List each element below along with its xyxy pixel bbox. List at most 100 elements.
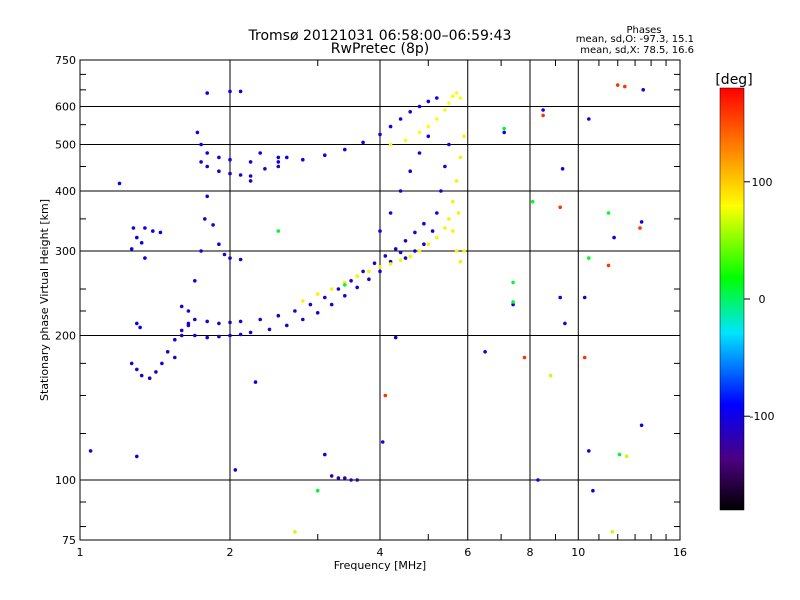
data-point [143, 226, 147, 230]
y-tick-label: 200 [55, 330, 76, 343]
data-point [638, 226, 642, 230]
data-point [138, 325, 142, 330]
data-point [173, 337, 177, 342]
y-tick-label: 75 [62, 534, 76, 547]
data-point [447, 101, 451, 105]
data-point [355, 274, 360, 278]
data-point [228, 320, 232, 325]
data-point [403, 138, 408, 143]
data-point [458, 96, 463, 100]
x-tick-label: 6 [464, 546, 471, 559]
data-point [623, 84, 627, 89]
data-point [403, 239, 408, 243]
data-point [238, 89, 243, 94]
data-point [591, 488, 595, 493]
data-point [355, 285, 360, 290]
data-point [388, 262, 393, 266]
data-point [451, 199, 455, 204]
data-point [511, 280, 515, 285]
data-point [154, 370, 158, 374]
data-point [393, 247, 398, 251]
data-point [388, 124, 393, 129]
data-point [228, 256, 232, 260]
data-point [462, 134, 466, 139]
colorbar-label: [deg] [715, 72, 752, 88]
data-point [458, 155, 463, 160]
data-point [641, 88, 645, 92]
data-point [582, 295, 587, 300]
data-point [548, 373, 553, 378]
data-point [238, 319, 243, 324]
data-point [205, 164, 209, 169]
data-point [285, 323, 289, 328]
colorbar-tick-label: 100 [752, 176, 773, 189]
data-point [536, 478, 540, 482]
data-point [443, 226, 447, 230]
data-point [217, 169, 221, 173]
data-point [276, 164, 281, 169]
data-point [205, 91, 209, 95]
data-point [173, 355, 177, 360]
data-point [139, 241, 144, 245]
data-point [417, 130, 422, 135]
data-point [131, 226, 136, 230]
data-point [443, 108, 447, 112]
data-point [179, 333, 184, 338]
data-point [435, 117, 439, 121]
data-point [558, 205, 562, 210]
data-point [426, 134, 431, 139]
data-point [502, 130, 507, 135]
y-tick-label: 300 [55, 245, 76, 258]
data-point [315, 292, 320, 296]
data-point [193, 279, 197, 283]
data-point [301, 157, 305, 162]
data-point [293, 530, 297, 534]
data-point [336, 476, 341, 480]
data-point [336, 287, 341, 291]
x-tick-label: 4 [377, 546, 384, 559]
data-point [267, 327, 272, 332]
data-point [398, 258, 403, 263]
y-tick-label: 600 [55, 101, 76, 114]
data-point [165, 350, 170, 354]
data-point [238, 257, 243, 262]
data-point [179, 328, 184, 333]
data-point [606, 263, 611, 268]
data-point [349, 279, 353, 283]
data-point [193, 333, 197, 338]
data-point [205, 151, 209, 155]
data-point [205, 194, 209, 199]
data-point [211, 223, 215, 227]
data-point [417, 249, 422, 253]
data-point [612, 235, 616, 240]
data-point [558, 295, 562, 300]
data-point [248, 330, 253, 335]
colorbar-ticks: 100 0 -100 [744, 176, 774, 423]
data-point [329, 302, 334, 307]
data-point [193, 317, 197, 322]
data-point [372, 261, 377, 266]
y-tick-label: 400 [55, 185, 76, 198]
phases-heading: Phases [626, 25, 661, 36]
data-point [483, 350, 487, 354]
data-point [502, 126, 507, 131]
y-tick-label: 750 [55, 54, 76, 67]
data-point [398, 250, 403, 255]
colorbar-tick-label: -100 [750, 410, 775, 423]
data-point [258, 151, 263, 155]
data-point [349, 478, 353, 482]
data-point [329, 287, 334, 291]
x-tick-label: 16 [673, 546, 687, 559]
data-point [129, 361, 134, 366]
data-point [443, 164, 447, 169]
data-point [199, 160, 203, 164]
data-point [378, 229, 382, 233]
data-point [217, 155, 221, 160]
data-point [454, 179, 459, 183]
data-point [355, 478, 360, 482]
data-point [367, 269, 371, 274]
data-point [560, 167, 565, 171]
data-point [263, 167, 267, 171]
data-point [456, 211, 461, 215]
